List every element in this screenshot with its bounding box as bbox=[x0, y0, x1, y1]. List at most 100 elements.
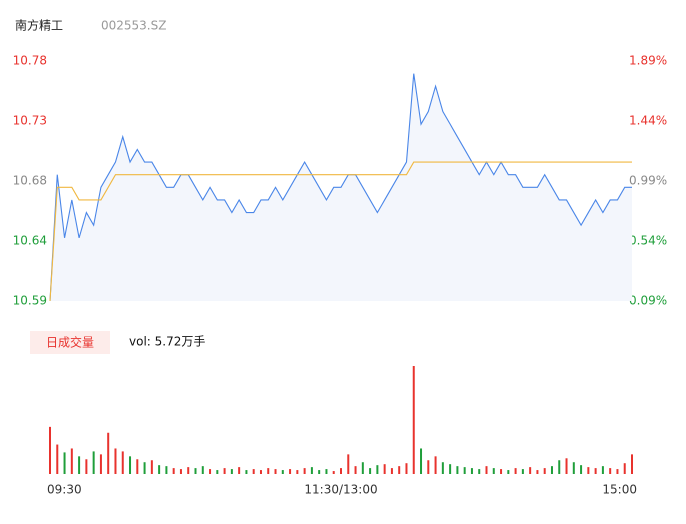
y2-tick-label: 0.54% bbox=[629, 234, 667, 248]
volume-bar bbox=[172, 468, 175, 474]
x-tick-label: 11:30/13:00 bbox=[304, 483, 377, 497]
volume-label: 日成交量 bbox=[46, 335, 94, 350]
average-line bbox=[49, 161, 632, 302]
volume-bar bbox=[281, 470, 284, 474]
volume-bar bbox=[398, 466, 401, 474]
volume-bar bbox=[267, 468, 270, 474]
price-area bbox=[50, 73, 632, 301]
volume-bar bbox=[558, 460, 561, 474]
volume-bar bbox=[347, 454, 350, 474]
volume-bar bbox=[143, 462, 146, 474]
volume-bar bbox=[587, 467, 590, 474]
volume-bar bbox=[165, 466, 168, 474]
volume-bar bbox=[252, 469, 255, 474]
volume-bar bbox=[492, 468, 495, 474]
volume-bar bbox=[274, 469, 277, 474]
stock-code: 002553.SZ bbox=[101, 19, 166, 33]
volume-bar bbox=[194, 468, 197, 474]
volume-bar bbox=[507, 470, 510, 474]
volume-bar bbox=[63, 452, 66, 474]
volume-bar bbox=[390, 468, 393, 474]
volume-bar bbox=[136, 459, 139, 474]
y-tick-label: 10.73 bbox=[13, 114, 47, 128]
volume-bar bbox=[383, 464, 386, 474]
volume-bar bbox=[631, 454, 633, 474]
volume-bar bbox=[114, 448, 117, 474]
volume-bar bbox=[514, 468, 517, 474]
volume-bar bbox=[565, 458, 568, 474]
y2-tick-label: 1.89% bbox=[629, 54, 667, 68]
volume-bar bbox=[223, 468, 226, 474]
volume-bar bbox=[550, 466, 553, 474]
volume-bar bbox=[485, 466, 488, 474]
volume-bar bbox=[420, 448, 423, 474]
volume-bar bbox=[107, 432, 110, 474]
x-tick-label: 15:00 bbox=[602, 483, 637, 497]
y-tick-label: 10.78 bbox=[13, 54, 47, 68]
volume-bar bbox=[92, 451, 95, 474]
volume-bar bbox=[463, 467, 466, 474]
volume-bar bbox=[434, 456, 437, 474]
volume-bar bbox=[332, 471, 335, 474]
volume-bar bbox=[78, 456, 81, 474]
volume-label-box bbox=[30, 331, 110, 354]
y2-tick-label: 1.44% bbox=[629, 114, 667, 128]
volume-bar bbox=[158, 465, 161, 474]
volume-bar bbox=[289, 469, 292, 474]
volume-bar bbox=[616, 469, 619, 474]
volume-bar bbox=[49, 426, 51, 474]
volume-bar bbox=[521, 469, 524, 474]
volume-summary: vol: 5.72万手 bbox=[129, 335, 205, 349]
volume-bar bbox=[85, 459, 88, 474]
volume-bar bbox=[201, 466, 204, 474]
volume-bar bbox=[238, 467, 241, 474]
y2-tick-label: 0.09% bbox=[629, 294, 667, 308]
stock-name: 南方精工 bbox=[15, 18, 63, 33]
volume-bar bbox=[412, 366, 415, 474]
volume-bar bbox=[310, 467, 313, 474]
volume-bar bbox=[318, 470, 321, 474]
volume-bar bbox=[456, 466, 459, 474]
volume-bar bbox=[441, 462, 444, 474]
volume-bar bbox=[56, 444, 59, 474]
volume-bar bbox=[354, 466, 357, 474]
volume-bar bbox=[572, 462, 575, 474]
volume-bar bbox=[121, 451, 124, 474]
volume-bar bbox=[580, 465, 583, 474]
volume-bar bbox=[470, 468, 473, 474]
y-tick-label: 10.59 bbox=[13, 294, 47, 308]
volume-bar bbox=[230, 469, 233, 474]
volume-bar bbox=[623, 463, 626, 474]
volume-bar bbox=[594, 468, 597, 474]
volume-bar bbox=[529, 467, 532, 474]
x-tick-label: 09:30 bbox=[47, 483, 82, 497]
volume-bar bbox=[369, 468, 372, 474]
volume-bar bbox=[376, 465, 379, 474]
volume-bar bbox=[427, 460, 430, 474]
volume-bar bbox=[150, 460, 153, 474]
volume-bar bbox=[405, 463, 408, 474]
volume-bar bbox=[99, 454, 102, 474]
volume-bar bbox=[296, 470, 299, 474]
volume-bar bbox=[543, 468, 546, 474]
volume-bar bbox=[245, 470, 248, 474]
volume-bar bbox=[259, 470, 262, 474]
volume-bar bbox=[478, 469, 481, 474]
volume-bar bbox=[500, 469, 503, 474]
volume-bar bbox=[449, 464, 452, 474]
price-line bbox=[49, 73, 632, 302]
y-tick-label: 10.64 bbox=[13, 234, 47, 248]
volume-bar bbox=[209, 469, 212, 474]
volume-bar bbox=[536, 470, 539, 474]
volume-bar bbox=[325, 469, 328, 474]
volume-bar bbox=[129, 456, 132, 474]
volume-bar bbox=[303, 468, 306, 474]
volume-bar bbox=[601, 466, 604, 474]
volume-bar bbox=[361, 462, 364, 474]
volume-bar bbox=[179, 469, 182, 474]
y2-tick-label: 0.99% bbox=[629, 174, 667, 188]
volume-bar bbox=[187, 467, 190, 474]
volume-bar bbox=[70, 448, 73, 474]
y-tick-label: 10.68 bbox=[13, 174, 47, 188]
